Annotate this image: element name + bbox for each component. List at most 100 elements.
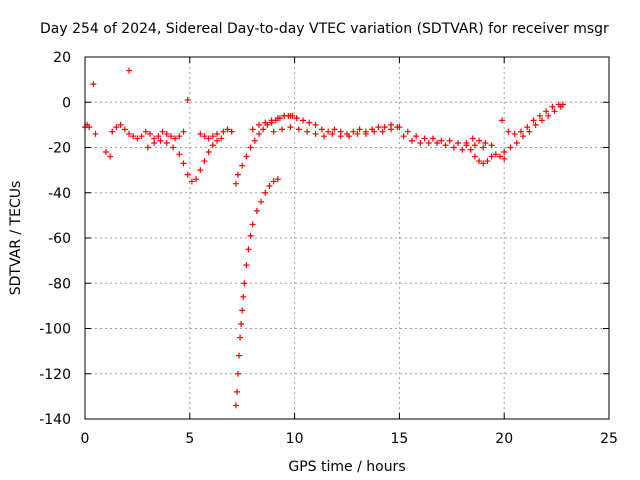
data-point <box>371 128 378 135</box>
y-tick-label: -100 <box>39 322 71 338</box>
data-point <box>513 139 520 146</box>
data-point <box>492 151 499 158</box>
data-point <box>501 155 508 162</box>
data-point <box>163 139 170 146</box>
y-tick-label: 0 <box>62 95 71 111</box>
data-point <box>201 133 208 140</box>
data-point <box>142 128 149 135</box>
series-main-band-8-15h <box>249 112 401 137</box>
x-tick-label: 20 <box>495 431 513 447</box>
data-point <box>488 142 495 149</box>
data-point <box>331 126 338 133</box>
data-point <box>130 133 137 140</box>
y-tick-label: -40 <box>48 186 71 202</box>
data-point <box>138 133 145 140</box>
data-point <box>86 124 93 131</box>
data-point <box>543 108 550 115</box>
data-point <box>184 171 191 178</box>
data-point <box>287 112 294 119</box>
data-point <box>536 112 543 119</box>
data-point <box>551 108 558 115</box>
data-point <box>538 117 545 124</box>
data-point <box>480 160 487 167</box>
data-point <box>488 153 495 160</box>
data-point <box>471 142 478 149</box>
data-point <box>497 153 504 160</box>
data-point <box>482 139 489 146</box>
data-point <box>260 126 267 133</box>
x-tick-label: 25 <box>600 431 618 447</box>
data-point <box>240 293 247 300</box>
data-point <box>274 115 281 122</box>
data-point <box>245 246 252 253</box>
series-dip-19h <box>463 135 508 167</box>
series-dip-near-5h <box>144 135 225 185</box>
data-point <box>417 139 424 146</box>
data-point <box>425 139 432 146</box>
data-point <box>480 144 487 151</box>
data-point <box>505 128 512 135</box>
data-point <box>134 135 141 142</box>
y-tick-label: -80 <box>48 276 71 292</box>
y-tick-label: 20 <box>53 50 71 66</box>
data-point <box>214 137 221 144</box>
x-tick-label: 15 <box>390 431 408 447</box>
x-axis-label: GPS time / hours <box>288 459 405 475</box>
data-point <box>193 176 200 183</box>
data-point <box>517 128 524 135</box>
data-point <box>438 137 445 144</box>
axis-ticks: 0 5 10 15 20 25 -140 -120 -100 -80 -60 -40 -20 0 20 <box>39 50 618 447</box>
data-point <box>146 130 153 137</box>
data-point <box>446 137 453 144</box>
y-axis-label: SDTVAR / TECUs <box>8 181 24 296</box>
data-point <box>312 121 319 128</box>
data-point <box>233 388 240 395</box>
data-point <box>413 133 420 140</box>
data-point <box>346 133 353 140</box>
x-tick-label: 10 <box>286 431 304 447</box>
data-point <box>232 402 239 409</box>
data-point <box>295 126 302 133</box>
data-point <box>434 139 441 146</box>
data-point <box>463 139 470 146</box>
data-point <box>247 232 254 239</box>
data-point <box>404 128 411 135</box>
data-point <box>92 130 99 137</box>
data-point <box>268 117 275 124</box>
series-steep-rise-7-9h <box>232 176 281 409</box>
data-point <box>532 121 539 128</box>
data-point <box>126 67 133 74</box>
data-point <box>281 112 288 119</box>
y-tick-label: -120 <box>39 367 71 383</box>
data-point <box>209 133 216 140</box>
data-point <box>170 144 177 151</box>
data-point <box>238 320 245 327</box>
data-point <box>262 119 269 126</box>
data-point <box>235 370 242 377</box>
data-point <box>205 135 212 142</box>
data-point <box>325 128 332 135</box>
y-tick-label: -140 <box>39 412 71 428</box>
data-point <box>293 115 300 122</box>
data-point <box>329 130 336 137</box>
data-point <box>214 130 221 137</box>
data-point <box>255 130 262 137</box>
data-point <box>287 124 294 131</box>
data-point <box>442 142 449 149</box>
data-point <box>113 124 120 131</box>
data-point <box>258 198 265 205</box>
chart-title: Day 254 of 2024, Sidereal Day-to-day VTE… <box>40 21 609 37</box>
data-point <box>476 137 483 144</box>
data-point <box>239 162 246 169</box>
data-point <box>232 180 239 187</box>
data-point <box>429 135 436 142</box>
data-point <box>549 103 556 110</box>
data-point <box>467 146 474 153</box>
data-point <box>396 124 403 131</box>
data-point <box>176 133 183 140</box>
data-point <box>180 160 187 167</box>
data-point <box>450 144 457 151</box>
data-point <box>159 128 166 135</box>
data-point <box>400 133 407 140</box>
data-point <box>205 149 212 156</box>
